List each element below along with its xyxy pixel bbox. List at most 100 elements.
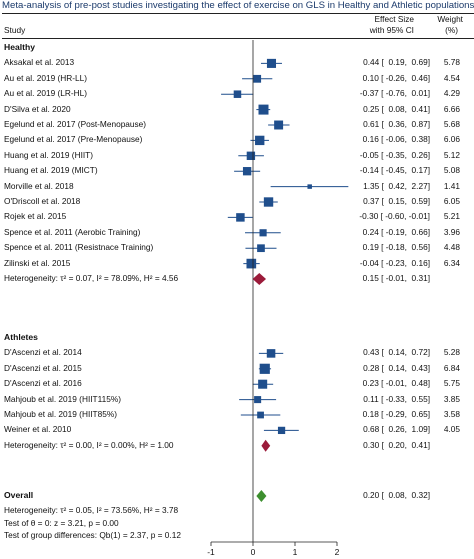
pooled-diamond bbox=[252, 273, 267, 285]
top-rule bbox=[2, 13, 474, 14]
heterogeneity-label: Heterogeneity: τ² = 0.00, I² = 0.00%, H²… bbox=[4, 439, 174, 450]
effect-marker bbox=[233, 90, 242, 98]
x-tick-label: 0 bbox=[251, 547, 256, 557]
effect-marker bbox=[266, 349, 276, 358]
effect-size-ci: 0.43 [ 0.14, 0.72] bbox=[363, 347, 430, 358]
effect-size-ci: -0.37 [ -0.76, 0.01] bbox=[359, 88, 430, 99]
footer-stat: Test of θ = 0: z = 3.21, p = 0.00 bbox=[4, 517, 119, 528]
x-tick-label: 2 bbox=[335, 547, 340, 557]
effect-size-ci: -0.05 [ -0.35, 0.26] bbox=[359, 149, 430, 160]
weight-header-line1: Weight bbox=[437, 14, 463, 24]
effect-size-ci: -0.04 [ -0.23, 0.16] bbox=[359, 257, 430, 268]
study-weight: 3.96 bbox=[443, 226, 460, 237]
effect-size-header-line2: with 95% CI bbox=[369, 25, 414, 35]
effect-marker bbox=[257, 411, 264, 419]
effect-marker bbox=[242, 167, 252, 176]
effect-size-header-line1: Effect Size bbox=[374, 14, 414, 24]
effect-marker bbox=[307, 184, 312, 189]
study-weight: 3.58 bbox=[443, 409, 460, 419]
study-weight: 4.29 bbox=[443, 88, 460, 99]
pooled-effect-ci: 0.15 [ -0.01, 0.31] bbox=[362, 273, 430, 283]
study-label: Weiner et al. 2010 bbox=[4, 424, 72, 435]
overall-effect-ci: 0.20 [ 0.08, 0.32] bbox=[363, 490, 430, 500]
effect-marker bbox=[246, 151, 256, 160]
study-label: Egelund et al. 2017 (Pre-Menopause) bbox=[4, 134, 143, 145]
effect-size-ci: 0.25 [ 0.08, 0.41] bbox=[363, 103, 430, 114]
header-rule bbox=[2, 38, 474, 39]
effect-size-ci: 0.68 [ 0.26, 1.09] bbox=[363, 424, 430, 435]
study-label: Morville et al. 2018 bbox=[4, 180, 74, 191]
effect-size-ci: 0.44 [ 0.19, 0.69] bbox=[363, 57, 430, 68]
footer-stat: Heterogeneity: τ² = 0.05, I² = 73.56%, H… bbox=[4, 505, 179, 515]
study-weight: 4.48 bbox=[443, 242, 460, 253]
effect-marker bbox=[253, 74, 262, 83]
study-weight: 1.41 bbox=[443, 180, 460, 191]
study-label: Spence et al. 2011 (Aerobic Training) bbox=[4, 226, 141, 237]
effect-marker bbox=[259, 363, 270, 374]
study-label: Zilinski et al. 2015 bbox=[4, 257, 71, 268]
study-weight: 6.05 bbox=[443, 196, 460, 206]
study-label: Huang et al. 2019 (HIIT) bbox=[4, 149, 94, 160]
heterogeneity-label: Heterogeneity: τ² = 0.07, I² = 78.09%, H… bbox=[4, 273, 179, 283]
effect-marker bbox=[274, 120, 284, 130]
study-label: Egelund et al. 2017 (Post-Menopause) bbox=[4, 119, 147, 129]
study-label: Mahjoub et al. 2019 (HIIT115%) bbox=[4, 393, 121, 404]
chart-title: Meta-analysis of pre-post studies invest… bbox=[2, 0, 474, 11]
study-label: D'Ascenzi et al. 2015 bbox=[4, 362, 82, 373]
study-label: O'Driscoll et al. 2018 bbox=[4, 196, 81, 206]
study-weight: 6.06 bbox=[443, 134, 460, 145]
effect-size-ci: 0.24 [ -0.19, 0.66] bbox=[362, 226, 430, 237]
effect-marker bbox=[255, 135, 265, 146]
effect-marker bbox=[257, 244, 265, 253]
study-weight: 5.08 bbox=[443, 165, 460, 176]
study-label: Au et al. 2019 (LR-HL) bbox=[4, 88, 88, 99]
study-label: Aksakal et al. 2013 bbox=[4, 57, 75, 68]
effect-marker bbox=[258, 104, 269, 115]
study-label: Huang et al. 2019 (MICT) bbox=[4, 165, 98, 176]
effect-marker bbox=[277, 426, 286, 435]
effect-size-ci: 1.35 [ 0.42, 2.27] bbox=[363, 180, 430, 191]
study-label: D'Ascenzi et al. 2014 bbox=[4, 347, 82, 358]
study-weight: 5.21 bbox=[443, 211, 460, 222]
effect-marker bbox=[258, 379, 268, 389]
x-tick-label: 1 bbox=[293, 547, 298, 557]
study-label: D'Ascenzi et al. 2016 bbox=[4, 378, 82, 389]
study-weight: 3.85 bbox=[443, 393, 460, 404]
effect-size-ci: 0.23 [ -0.01, 0.48] bbox=[362, 378, 430, 389]
effect-marker bbox=[266, 58, 277, 68]
effect-marker bbox=[246, 258, 257, 269]
study-weight: 6.84 bbox=[443, 362, 460, 373]
effect-size-ci: -0.30 [ -0.60, -0.01] bbox=[359, 211, 430, 222]
effect-marker bbox=[236, 213, 245, 222]
pooled-diamond bbox=[261, 439, 271, 452]
study-label: Au et al. 2019 (HR-LL) bbox=[4, 72, 88, 83]
effect-size-ci: 0.11 [ -0.33, 0.55] bbox=[363, 393, 430, 404]
study-weight: 5.68 bbox=[443, 119, 460, 129]
effect-size-ci: 0.37 [ 0.15, 0.59] bbox=[363, 196, 430, 206]
study-label: Spence et al. 2011 (Resistnace Training) bbox=[4, 242, 154, 253]
group-heading: Athletes bbox=[4, 332, 38, 342]
study-label: D'Silva et al. 2020 bbox=[4, 103, 71, 114]
group-heading: Healthy bbox=[4, 42, 36, 52]
effect-size-ci: 0.10 [ -0.26, 0.46] bbox=[362, 72, 430, 83]
study-label: Mahjoub et al. 2019 (HIIT85%) bbox=[4, 409, 117, 419]
effect-size-ci: 0.18 [ -0.29, 0.65] bbox=[362, 409, 430, 419]
effect-size-ci: 0.61 [ 0.36, 0.87] bbox=[363, 119, 430, 129]
study-column-header: Study bbox=[4, 25, 26, 35]
effect-size-ci: 0.28 [ 0.14, 0.43] bbox=[363, 362, 430, 373]
study-label: Rojek et al. 2015 bbox=[4, 211, 67, 222]
weight-header-line2: (%) bbox=[445, 25, 458, 35]
study-weight: 4.05 bbox=[443, 424, 460, 435]
study-weight: 6.34 bbox=[443, 257, 460, 268]
study-weight: 5.28 bbox=[443, 347, 460, 358]
overall-heading: Overall bbox=[4, 490, 34, 500]
footer-stat: Test of group differences: Qb(1) = 2.37,… bbox=[4, 530, 181, 540]
study-weight: 5.12 bbox=[443, 149, 460, 160]
effect-marker bbox=[263, 197, 274, 207]
effect-size-ci: 0.19 [ -0.18, 0.56] bbox=[362, 242, 430, 253]
pooled-diamond bbox=[256, 490, 267, 502]
effect-marker bbox=[254, 396, 262, 404]
effect-size-ci: 0.16 [ -0.06, 0.38] bbox=[362, 134, 430, 145]
study-weight: 5.75 bbox=[443, 378, 460, 389]
